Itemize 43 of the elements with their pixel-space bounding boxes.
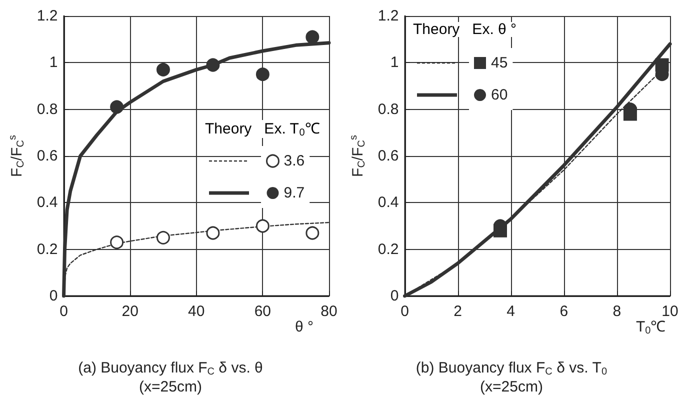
x-tick-label: 4 bbox=[506, 303, 516, 320]
point bbox=[206, 226, 220, 240]
x-tick-label: 2 bbox=[454, 303, 462, 320]
x-tick-label: 20 bbox=[122, 303, 138, 320]
y-tick-label: 1.2 bbox=[36, 8, 58, 24]
point bbox=[110, 236, 124, 250]
x-tick-label: 80 bbox=[320, 303, 338, 320]
x-tick-label: 10 bbox=[662, 303, 678, 320]
y-tick-label: 0 bbox=[390, 288, 399, 304]
x-axis-title: θ ° bbox=[295, 318, 314, 336]
y-axis-title: FC/FCs bbox=[8, 135, 26, 177]
text: (x=25cm) bbox=[139, 378, 202, 396]
legend-label: 45 bbox=[491, 54, 508, 72]
text: (x=25cm) bbox=[480, 378, 543, 396]
legend-label: 3.6 bbox=[284, 152, 305, 170]
y-tick-label: 0.8 bbox=[378, 100, 399, 118]
x-tick-label: 6 bbox=[560, 303, 568, 320]
x-tick-label: 40 bbox=[188, 303, 205, 320]
y-tick-label: 0.8 bbox=[36, 100, 58, 118]
legend-title: Theory Ex. θ ° bbox=[413, 21, 517, 38]
point bbox=[306, 226, 320, 240]
y-tick-label: 0.4 bbox=[378, 194, 399, 212]
y-tick-label: 1 bbox=[49, 54, 58, 72]
y-tick-label: 0.4 bbox=[36, 194, 58, 212]
y-tick-label: 0.6 bbox=[36, 148, 58, 164]
y-axis-title: FC/FCs bbox=[348, 135, 368, 177]
y-tick-label: 0.2 bbox=[36, 240, 58, 258]
y-tick-label: 1.2 bbox=[378, 8, 399, 24]
legend-label: 9.7 bbox=[284, 184, 305, 202]
point bbox=[110, 100, 124, 114]
point bbox=[256, 68, 270, 82]
y-tick-label: 0.6 bbox=[378, 148, 399, 164]
point bbox=[156, 230, 170, 244]
y-tick-label: 0.2 bbox=[378, 240, 399, 258]
y-tick-label: 0 bbox=[49, 288, 58, 304]
x-tick-label: 60 bbox=[254, 303, 272, 320]
y-tick-label: 1 bbox=[390, 54, 399, 72]
point bbox=[256, 219, 270, 233]
point bbox=[206, 58, 220, 72]
legend-label: 60 bbox=[491, 86, 508, 104]
point bbox=[306, 30, 320, 44]
x-tick-label: 8 bbox=[612, 303, 622, 320]
point bbox=[156, 62, 170, 76]
